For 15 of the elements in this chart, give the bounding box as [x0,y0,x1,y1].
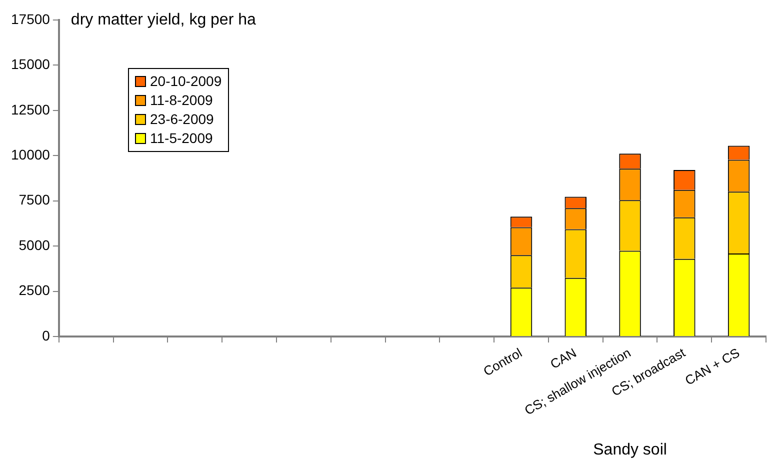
legend-label: 11-8-2009 [150,91,213,110]
legend-label: 11-5-2009 [150,129,213,148]
y-tick-label: 17500 [10,10,50,27]
y-tick-label: 12500 [10,101,50,118]
x-tick-label: CAN [548,344,579,372]
y-tick-label: 0 [42,327,50,344]
y-tick-label: 7500 [18,192,50,208]
y-tick-label: 5000 [18,236,50,253]
y-tick-label: 10000 [10,146,50,163]
y-tick-label: 15000 [10,56,50,72]
y-axis-title: dry matter yield, kg per ha [70,11,256,28]
text: Sandy soil [593,441,667,458]
legend-label: 23-6-2009 [150,110,214,129]
y-tick-label: 2500 [18,282,50,298]
legend-label: 20-10-2009 [150,72,222,91]
